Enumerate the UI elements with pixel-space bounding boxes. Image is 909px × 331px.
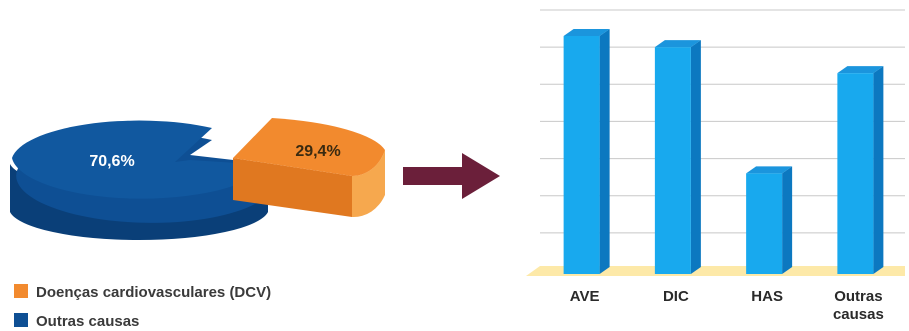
legend-label-dcv: Doenças cardiovasculares (DCV): [36, 284, 271, 301]
chart-floor: [526, 266, 905, 276]
pie-label-dcv: 29,4%: [295, 143, 340, 160]
pie-slice-dcv-depth: [233, 158, 352, 217]
pie-slice-dcv: [233, 118, 385, 177]
category-label: causas: [833, 306, 884, 323]
bar: [746, 173, 783, 274]
right-arrow-icon: [403, 153, 500, 199]
category-label: Outras: [834, 288, 882, 305]
legend-swatch-dcv: [14, 284, 28, 298]
bar-side: [782, 166, 793, 274]
pie-slice-dcv-depth-curve: [352, 150, 385, 218]
bar: [837, 73, 874, 275]
bar-side: [873, 66, 884, 275]
category-label: HAS: [751, 288, 783, 305]
category-label: DIC: [663, 288, 689, 305]
bar-top: [837, 66, 884, 74]
legend-swatch-outras: [14, 313, 28, 327]
bar-top: [746, 166, 793, 174]
pie-slice-outras-causas-top: [12, 120, 268, 199]
bar-top: [654, 40, 701, 48]
bar-side: [599, 29, 610, 274]
pie-label-outras-causas: 70,6%: [89, 153, 134, 170]
pie-chart: 70,6% 29,4%: [10, 118, 385, 241]
bar-top: [563, 29, 610, 36]
bar: [654, 47, 691, 275]
category-label: AVE: [570, 288, 600, 305]
bar: [563, 36, 600, 274]
bar-side: [690, 40, 701, 275]
legend-label-outras: Outras causas: [36, 313, 139, 330]
pie-legend: Doenças cardiovasculares (DCV) Outras ca…: [14, 284, 271, 330]
